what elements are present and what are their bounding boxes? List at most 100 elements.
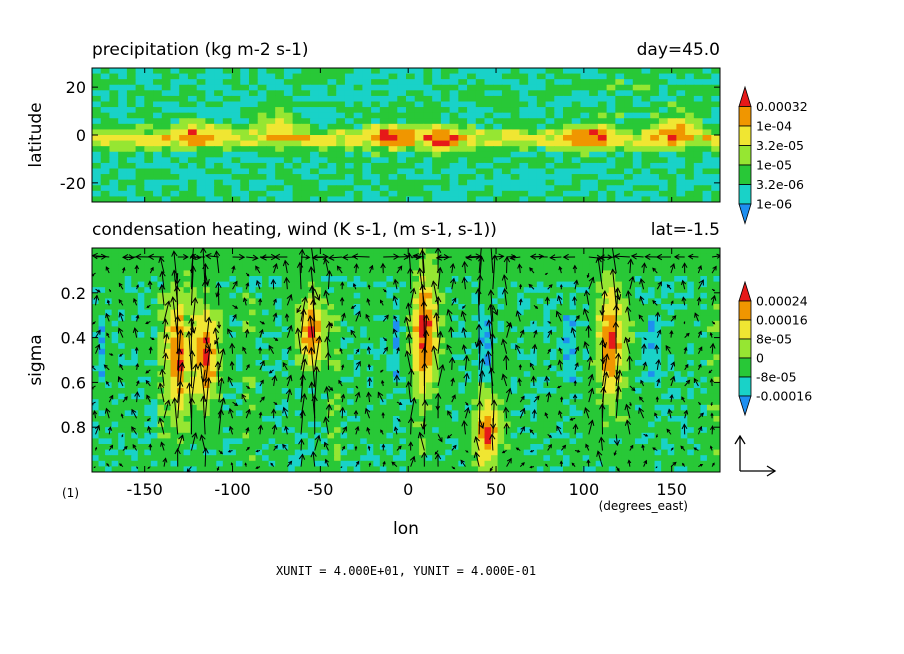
heating-cell: [183, 382, 191, 389]
heating-cell: [137, 292, 145, 299]
heating-cell: [301, 326, 309, 333]
precip-cell: [597, 135, 608, 142]
heating-cell: [366, 360, 374, 367]
heating-cell: [340, 298, 348, 305]
heating-cell: [497, 287, 505, 294]
heating-cell: [294, 304, 302, 311]
precip-cell: [214, 140, 224, 147]
heating-cell: [320, 264, 329, 271]
heating-cell: [412, 253, 420, 260]
heating-cell: [229, 371, 237, 378]
heating-cell: [406, 376, 414, 383]
heating-cell: [294, 365, 302, 372]
precip-cell: [440, 162, 451, 170]
heating-cell: [654, 326, 662, 333]
precip-cell: [292, 95, 302, 103]
precip-cell: [615, 101, 625, 108]
heating-cell: [654, 416, 662, 423]
heating-cell: [196, 332, 204, 339]
precip-cell: [318, 112, 329, 119]
heating-cell: [216, 259, 224, 266]
precip-cell: [205, 174, 215, 181]
precip-cell: [126, 179, 137, 186]
heating-cell: [628, 388, 636, 395]
heating-cell: [563, 416, 571, 423]
heating-cell: [464, 382, 473, 389]
heating-cell: [628, 320, 636, 327]
heating-cell: [458, 399, 466, 406]
heating-cell: [275, 427, 283, 434]
precip-cell: [257, 140, 268, 147]
heating-cell: [111, 382, 119, 389]
heating-cell: [654, 292, 662, 299]
heating-cell: [628, 404, 636, 411]
heating-cell: [373, 332, 381, 339]
heating-cell: [196, 298, 204, 305]
precip-cell: [388, 196, 398, 202]
heating-cell: [621, 348, 630, 355]
precip-cell: [406, 190, 416, 198]
precip-cell: [536, 84, 547, 91]
precip-cell: [449, 101, 459, 108]
heating-cell: [491, 292, 499, 299]
heating-cell: [275, 376, 283, 383]
heating-cell: [471, 404, 479, 411]
precip-cell: [388, 168, 398, 175]
precip-cell: [536, 185, 547, 192]
heating-cell: [124, 315, 132, 322]
heating-cell: [314, 276, 322, 283]
heating-cell: [235, 259, 244, 266]
precip-cell: [467, 84, 477, 91]
heating-cell: [124, 332, 132, 339]
precip-cell: [702, 174, 712, 181]
precip-cell: [214, 168, 224, 175]
precip-cell: [641, 112, 651, 119]
precip-cell: [275, 190, 285, 198]
heating-cell: [595, 410, 603, 417]
heating-cell: [170, 404, 178, 411]
heating-cell: [536, 298, 544, 305]
heating-cell: [131, 332, 139, 339]
heating-cell: [634, 371, 643, 378]
precip-cell: [449, 179, 459, 186]
precip-cell: [153, 135, 163, 142]
heating-cell: [105, 320, 113, 327]
precip-cell: [187, 112, 198, 119]
heating-cell: [98, 276, 106, 283]
heating-cell: [484, 399, 492, 406]
heating-cell: [347, 287, 355, 294]
precip-cell: [545, 157, 555, 164]
heating-cell: [216, 332, 224, 339]
heating-cell: [648, 281, 656, 288]
heating-cell: [713, 264, 720, 271]
precip-cell: [475, 162, 486, 170]
heating-cell: [654, 264, 662, 271]
precip-cell: [685, 162, 695, 170]
heating-cell: [464, 287, 473, 294]
precip-cell: [275, 123, 285, 131]
heating-cell: [556, 348, 564, 355]
heating-cell: [118, 393, 126, 400]
precip-cell: [353, 118, 363, 125]
heating-cell: [92, 304, 100, 311]
heating-cell: [307, 276, 316, 283]
heating-cell: [517, 287, 525, 294]
heating-cell: [549, 315, 558, 322]
heating-cell: [392, 388, 401, 395]
precip-cell: [528, 129, 538, 136]
heating-cell: [491, 287, 499, 294]
precip-cell: [554, 162, 564, 170]
heating-cell: [373, 388, 381, 395]
heating-cell: [497, 309, 505, 316]
heating-cell: [530, 332, 538, 339]
precip-cell: [240, 101, 250, 108]
heating-cell: [491, 416, 499, 423]
heating-cell: [602, 427, 610, 434]
heating-cell: [222, 371, 230, 378]
heating-cell: [687, 332, 695, 339]
heating-cell: [464, 270, 473, 277]
heating-cell: [347, 354, 355, 361]
precip-cell: [554, 168, 564, 175]
heating-cell: [458, 404, 466, 411]
heating-cell: [491, 354, 499, 361]
